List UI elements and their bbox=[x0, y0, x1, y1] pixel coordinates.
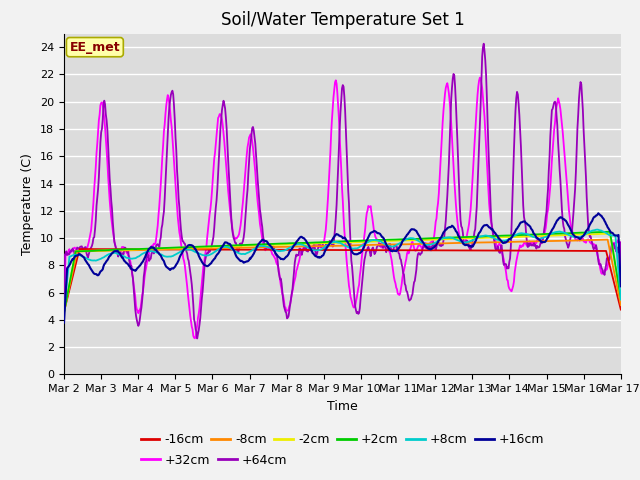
Line: -2cm: -2cm bbox=[64, 234, 621, 313]
-8cm bbox=[70, 263, 78, 268]
+2cm bbox=[426, 235, 434, 241]
+2cm bbox=[617, 295, 625, 301]
-8cm bbox=[426, 241, 434, 247]
-16cm bbox=[428, 248, 435, 253]
+32cm bbox=[60, 309, 68, 315]
-2cm bbox=[617, 296, 625, 302]
Title: Soil/Water Temperature Set 1: Soil/Water Temperature Set 1 bbox=[221, 11, 464, 29]
Line: +64cm: +64cm bbox=[64, 44, 621, 338]
+64cm bbox=[193, 336, 201, 341]
Line: +32cm: +32cm bbox=[64, 78, 621, 338]
-16cm bbox=[76, 246, 83, 252]
-2cm bbox=[410, 237, 418, 243]
Text: EE_met: EE_met bbox=[70, 41, 120, 54]
-2cm bbox=[60, 310, 68, 316]
-16cm bbox=[70, 268, 78, 274]
-8cm bbox=[214, 245, 221, 251]
-8cm bbox=[617, 302, 625, 308]
+8cm bbox=[60, 310, 68, 315]
-8cm bbox=[604, 237, 611, 242]
Line: +2cm: +2cm bbox=[64, 232, 621, 313]
+8cm bbox=[617, 297, 625, 302]
X-axis label: Time: Time bbox=[327, 400, 358, 413]
-16cm bbox=[60, 309, 68, 314]
+8cm bbox=[426, 242, 434, 248]
+32cm bbox=[70, 245, 78, 251]
+16cm bbox=[60, 320, 68, 325]
Line: +16cm: +16cm bbox=[64, 213, 621, 323]
+8cm bbox=[214, 247, 221, 253]
+8cm bbox=[70, 252, 78, 258]
+2cm bbox=[214, 243, 221, 249]
+64cm bbox=[411, 278, 419, 284]
+64cm bbox=[214, 171, 222, 177]
+32cm bbox=[411, 247, 419, 253]
+32cm bbox=[476, 75, 484, 81]
+16cm bbox=[127, 266, 135, 272]
+64cm bbox=[428, 248, 435, 253]
+16cm bbox=[595, 210, 602, 216]
-8cm bbox=[60, 309, 68, 314]
-2cm bbox=[70, 257, 78, 263]
+32cm bbox=[127, 265, 135, 271]
-2cm bbox=[426, 237, 434, 243]
+8cm bbox=[594, 227, 602, 232]
+2cm bbox=[60, 310, 68, 316]
+64cm bbox=[184, 256, 192, 262]
+64cm bbox=[70, 248, 78, 254]
+64cm bbox=[480, 41, 488, 47]
+16cm bbox=[617, 284, 625, 289]
Y-axis label: Temperature (C): Temperature (C) bbox=[22, 153, 35, 255]
+16cm bbox=[410, 227, 418, 232]
Legend: +32cm, +64cm: +32cm, +64cm bbox=[136, 449, 292, 472]
-8cm bbox=[127, 247, 135, 253]
-2cm bbox=[606, 231, 614, 237]
+8cm bbox=[184, 247, 192, 252]
+32cm bbox=[214, 115, 222, 121]
-2cm bbox=[184, 245, 192, 251]
-8cm bbox=[410, 241, 418, 247]
+2cm bbox=[606, 229, 614, 235]
-2cm bbox=[127, 247, 135, 252]
+2cm bbox=[410, 236, 418, 242]
+16cm bbox=[70, 255, 78, 261]
Line: -16cm: -16cm bbox=[64, 249, 621, 312]
Line: +8cm: +8cm bbox=[64, 229, 621, 312]
+16cm bbox=[426, 247, 434, 252]
-16cm bbox=[214, 247, 222, 252]
+2cm bbox=[184, 244, 192, 250]
+8cm bbox=[410, 236, 418, 241]
-2cm bbox=[214, 244, 221, 250]
+64cm bbox=[127, 263, 135, 268]
-16cm bbox=[128, 246, 136, 252]
+32cm bbox=[428, 240, 435, 245]
-16cm bbox=[617, 307, 625, 312]
+16cm bbox=[184, 243, 192, 249]
+64cm bbox=[617, 283, 625, 289]
+2cm bbox=[127, 246, 135, 252]
-8cm bbox=[184, 246, 192, 252]
-16cm bbox=[411, 247, 419, 253]
+2cm bbox=[70, 257, 78, 263]
-16cm bbox=[185, 247, 193, 252]
+32cm bbox=[184, 291, 192, 297]
+32cm bbox=[617, 273, 625, 278]
+8cm bbox=[127, 256, 135, 262]
+32cm bbox=[191, 336, 198, 341]
+64cm bbox=[60, 294, 68, 300]
+16cm bbox=[214, 252, 221, 257]
Line: -8cm: -8cm bbox=[64, 240, 621, 312]
